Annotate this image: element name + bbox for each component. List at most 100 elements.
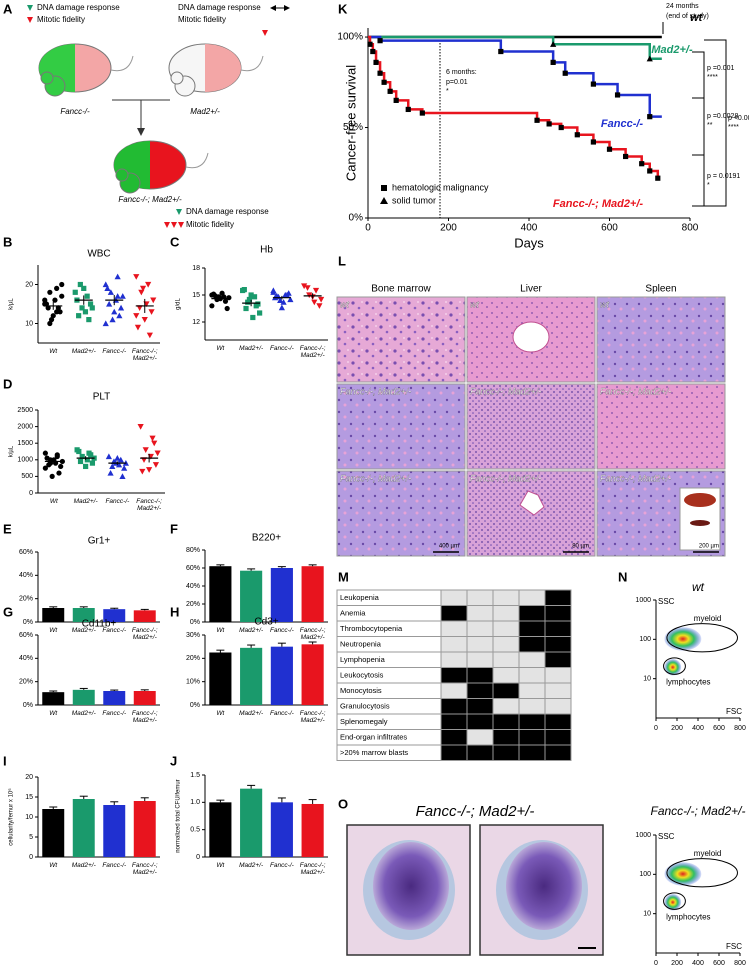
y-tick-label: 20% <box>186 655 200 662</box>
legend-label: solid tumor <box>392 195 436 205</box>
row-label: Splenomegaly <box>340 717 388 726</box>
point <box>304 285 311 291</box>
k-brackets <box>439 22 727 218</box>
cell <box>518 682 546 699</box>
trait: Mitotic fidelity <box>186 220 234 229</box>
cell <box>492 589 520 606</box>
point <box>154 450 161 457</box>
point <box>107 289 114 295</box>
bracket <box>692 51 705 99</box>
cell <box>492 620 520 637</box>
micrograph-label: Fancc-/-; Mad2+/- <box>340 386 411 396</box>
bar <box>240 788 263 857</box>
vessel <box>512 321 550 353</box>
point <box>42 297 48 303</box>
panel-title: Fancc-/-; Mad2+/- <box>416 803 535 820</box>
event-marker <box>387 88 393 94</box>
annotation: (end of study) <box>666 13 709 20</box>
point <box>50 313 56 319</box>
point <box>43 301 50 307</box>
point <box>149 435 156 442</box>
annotation: 6 months: <box>446 69 477 76</box>
annotation: p = 0.0191 <box>707 173 740 180</box>
event-marker <box>574 132 580 138</box>
micrograph <box>336 296 466 383</box>
cell <box>466 620 494 637</box>
bar <box>42 809 65 857</box>
cell <box>544 682 572 699</box>
point <box>151 440 158 447</box>
point <box>152 462 160 468</box>
cell <box>518 651 546 668</box>
micrograph <box>596 383 726 470</box>
point <box>134 324 142 331</box>
point <box>52 297 58 303</box>
y-tick-label: 10 <box>643 676 651 683</box>
x-tick-label: 0 <box>365 223 371 234</box>
y-tick-label: 0 <box>29 490 33 497</box>
chart-title: B220+ <box>252 533 281 544</box>
y-tick-label: 100 <box>639 636 651 643</box>
point <box>253 303 259 309</box>
x-tick-label: Mad2+/- <box>239 627 264 634</box>
y-tick-label: 1000 <box>635 597 651 604</box>
mouse <box>38 43 134 97</box>
y-tick-label: 10 <box>643 911 651 918</box>
panel-letter: D <box>3 376 12 391</box>
y-tick-label: 2500 <box>17 407 33 414</box>
x-tick-label: Fancc-/-; Mad2+/- <box>299 345 326 359</box>
row-label: End-organ infiltrates <box>340 732 407 741</box>
cell <box>544 698 572 715</box>
mouse <box>168 43 264 97</box>
point <box>280 299 287 305</box>
annotation: **** <box>728 124 739 131</box>
point <box>107 469 114 476</box>
y-tick-label: 50% <box>343 122 363 133</box>
cell <box>492 729 520 746</box>
point <box>42 465 48 471</box>
vessel <box>519 490 545 516</box>
y-tick-label: 0% <box>190 619 200 626</box>
point <box>133 274 140 280</box>
point <box>312 287 320 294</box>
x-tick-label: Wt <box>216 862 225 869</box>
cell <box>518 605 546 622</box>
x-tick-label: Wt <box>49 498 58 505</box>
point <box>45 305 51 311</box>
point <box>84 293 90 299</box>
cell <box>440 729 468 746</box>
event-marker <box>546 121 552 127</box>
x-tick-label: 600 <box>713 725 725 732</box>
x-tick-label: Mad2+/- <box>71 710 96 717</box>
x-tick-label: Fancc-/-; Mad2+/- <box>131 627 158 641</box>
cell <box>492 651 520 668</box>
micrograph-label: Fancc-/-; Mad2+/- <box>600 386 671 396</box>
point <box>116 312 123 319</box>
plot-title: wt <box>692 580 705 594</box>
bar <box>301 803 324 857</box>
arrow-down <box>178 222 184 228</box>
point <box>44 455 50 461</box>
gate-label: myeloid <box>694 614 722 623</box>
bar <box>103 609 126 622</box>
chart-title: Cd3+ <box>254 617 278 628</box>
inset-organ <box>684 493 716 507</box>
bar <box>42 692 65 705</box>
point <box>79 453 85 460</box>
bar <box>270 646 293 705</box>
inset-organ <box>690 520 710 526</box>
gate-label: lymphocytes <box>666 913 710 922</box>
cell <box>518 744 546 761</box>
y-tick-label: 60% <box>186 565 200 572</box>
cell <box>518 667 546 684</box>
point <box>306 292 313 299</box>
density <box>664 659 682 676</box>
panel-letter: L <box>338 253 346 268</box>
chart-title: WBC <box>87 249 110 260</box>
cell <box>492 605 520 622</box>
y-tick-label: 40% <box>19 655 33 662</box>
point <box>54 309 60 315</box>
x-tick-label: Fancc-/-; Mad2+/- <box>299 627 326 641</box>
annotation: p =0.0028 <box>707 113 738 120</box>
